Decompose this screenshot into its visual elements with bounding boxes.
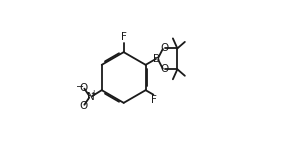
Text: F: F xyxy=(151,95,157,105)
Text: O: O xyxy=(160,43,168,53)
Text: −: − xyxy=(76,82,84,92)
Text: O: O xyxy=(79,83,88,93)
Text: F: F xyxy=(121,33,127,42)
Text: O: O xyxy=(160,64,168,74)
Text: B: B xyxy=(153,54,160,64)
Text: N: N xyxy=(86,92,94,102)
Text: +: + xyxy=(90,89,96,98)
Text: O: O xyxy=(79,101,88,111)
